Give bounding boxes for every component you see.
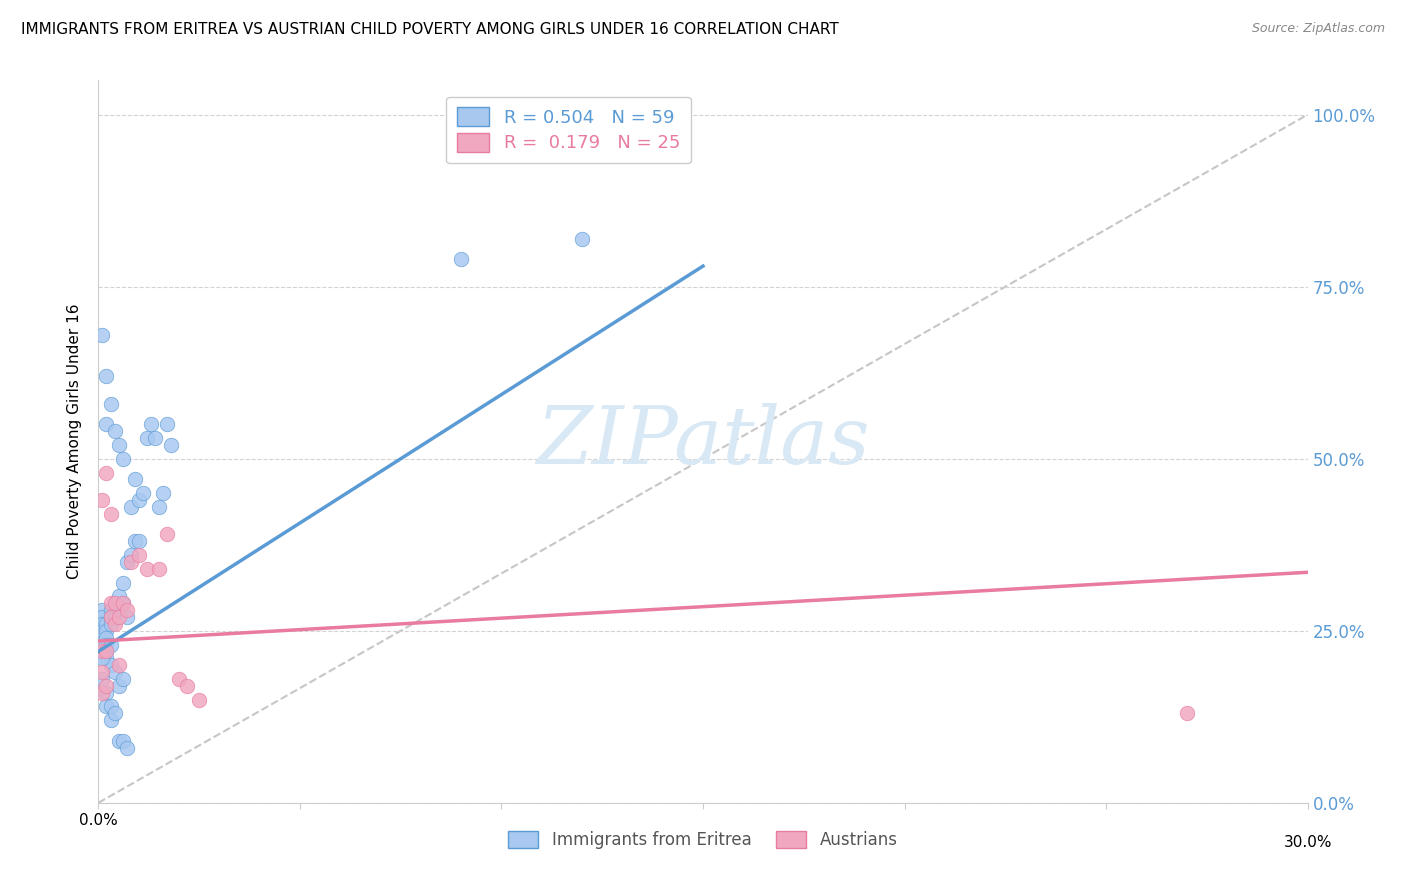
- Point: [91, 672, 114, 686]
- Text: Source: ZipAtlas.com: Source: ZipAtlas.com: [1251, 22, 1385, 36]
- Point: [107, 658, 129, 673]
- Point: [96, 631, 118, 645]
- Point: [148, 500, 170, 514]
- Text: IMMIGRANTS FROM ERITREA VS AUSTRIAN CHILD POVERTY AMONG GIRLS UNDER 16 CORRELATI: IMMIGRANTS FROM ERITREA VS AUSTRIAN CHIL…: [21, 22, 839, 37]
- Point: [111, 575, 134, 590]
- Point: [100, 638, 122, 652]
- Point: [160, 438, 183, 452]
- Point: [91, 644, 114, 658]
- Point: [115, 603, 138, 617]
- Point: [100, 596, 122, 610]
- Point: [91, 327, 114, 342]
- Point: [103, 424, 125, 438]
- Point: [128, 493, 150, 508]
- Point: [103, 610, 125, 624]
- Point: [91, 493, 114, 508]
- Point: [96, 699, 118, 714]
- Text: 30.0%: 30.0%: [1284, 835, 1331, 850]
- Point: [96, 644, 118, 658]
- Point: [120, 548, 142, 562]
- Point: [107, 610, 129, 624]
- Point: [156, 417, 179, 432]
- Point: [111, 734, 134, 748]
- Y-axis label: Child Poverty Among Girls Under 16: Child Poverty Among Girls Under 16: [67, 304, 83, 579]
- Point: [100, 658, 122, 673]
- Point: [100, 397, 122, 411]
- Point: [100, 713, 122, 727]
- Point: [100, 610, 122, 624]
- Point: [107, 734, 129, 748]
- Point: [96, 644, 118, 658]
- Point: [132, 486, 155, 500]
- Point: [100, 610, 122, 624]
- Point: [111, 451, 134, 466]
- Point: [1175, 706, 1198, 721]
- Point: [143, 431, 166, 445]
- Point: [96, 417, 118, 432]
- Point: [188, 692, 211, 706]
- Point: [120, 555, 142, 569]
- Point: [96, 616, 118, 631]
- Point: [103, 596, 125, 610]
- Point: [115, 740, 138, 755]
- Point: [124, 472, 146, 486]
- Point: [96, 369, 118, 384]
- Point: [152, 486, 174, 500]
- Point: [107, 590, 129, 604]
- Point: [103, 596, 125, 610]
- Point: [148, 562, 170, 576]
- Point: [571, 231, 593, 245]
- Point: [107, 603, 129, 617]
- Point: [450, 252, 472, 267]
- Point: [107, 438, 129, 452]
- Point: [111, 596, 134, 610]
- Point: [111, 672, 134, 686]
- Point: [124, 534, 146, 549]
- Point: [128, 534, 150, 549]
- Point: [91, 651, 114, 665]
- Point: [100, 507, 122, 521]
- Point: [96, 638, 118, 652]
- Point: [100, 699, 122, 714]
- Point: [96, 624, 118, 638]
- Point: [115, 555, 138, 569]
- Point: [91, 624, 114, 638]
- Point: [139, 417, 162, 432]
- Point: [103, 706, 125, 721]
- Point: [135, 562, 157, 576]
- Point: [107, 679, 129, 693]
- Point: [96, 651, 118, 665]
- Point: [96, 686, 118, 700]
- Point: [115, 610, 138, 624]
- Legend: Immigrants from Eritrea, Austrians: Immigrants from Eritrea, Austrians: [498, 822, 908, 860]
- Point: [91, 686, 114, 700]
- Point: [91, 610, 114, 624]
- Text: ZIPatlas: ZIPatlas: [536, 403, 870, 480]
- Point: [96, 679, 118, 693]
- Point: [103, 616, 125, 631]
- Point: [176, 679, 198, 693]
- Point: [100, 616, 122, 631]
- Point: [96, 466, 118, 480]
- Point: [103, 665, 125, 679]
- Point: [135, 431, 157, 445]
- Point: [128, 548, 150, 562]
- Point: [91, 616, 114, 631]
- Point: [91, 603, 114, 617]
- Point: [156, 527, 179, 541]
- Point: [167, 672, 190, 686]
- Point: [120, 500, 142, 514]
- Point: [100, 603, 122, 617]
- Point: [111, 596, 134, 610]
- Point: [91, 665, 114, 679]
